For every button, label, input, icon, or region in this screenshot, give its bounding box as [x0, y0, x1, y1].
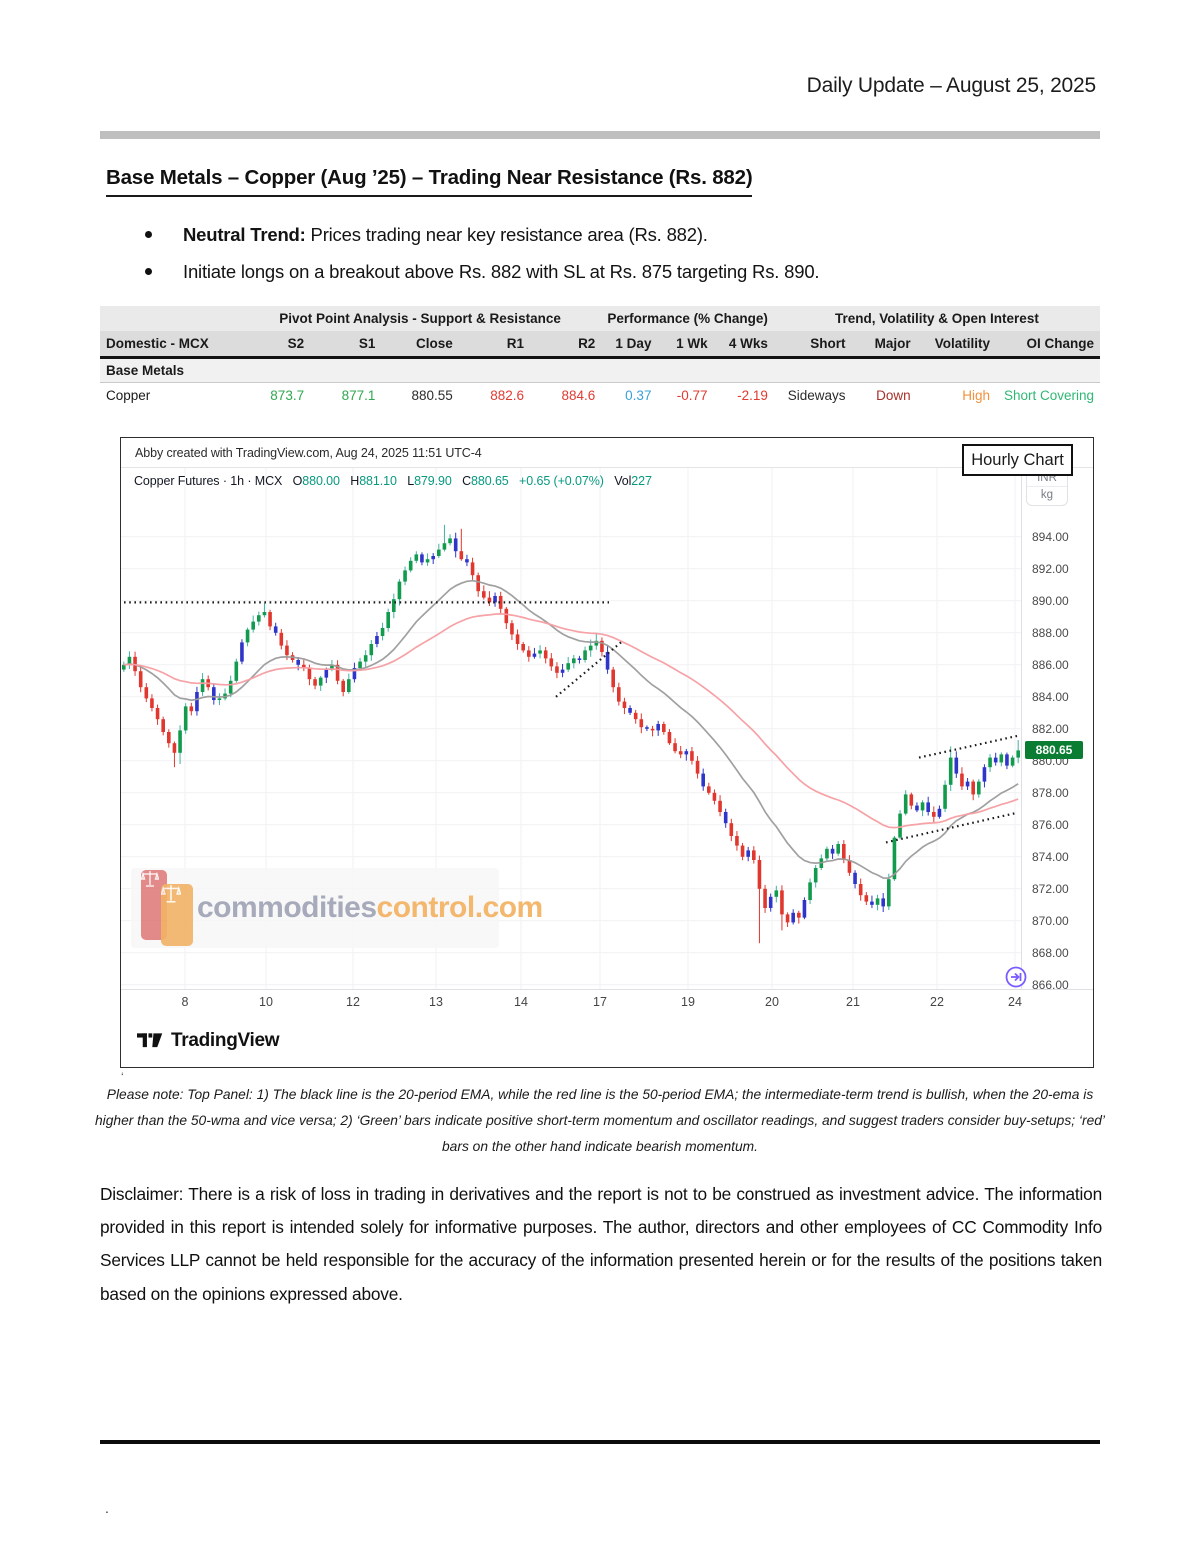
report-date: Daily Update – August 25, 2025: [806, 74, 1097, 97]
col-short: Short: [773, 331, 852, 357]
price-tick-label: 876.00: [1032, 817, 1069, 832]
price-tick-label: 888.00: [1032, 625, 1069, 640]
time-tick-label: 20: [765, 995, 779, 1009]
chart-toolbar-text: Abby created with TradingView.com, Aug 2…: [121, 438, 1093, 468]
time-tick-label: 14: [514, 995, 528, 1009]
bottom-rule: [100, 1440, 1100, 1444]
bullet-icon: [145, 268, 152, 275]
unit-weight: kg: [1040, 489, 1054, 501]
price-tick-label: 882.00: [1032, 721, 1069, 736]
legend-symbol: Copper Futures · 1h · MCX: [134, 474, 283, 488]
tradingview-logo: TradingView: [137, 1029, 280, 1052]
time-tick-label: 19: [681, 995, 695, 1009]
cell-s1: 877.1: [310, 382, 382, 409]
bullet-trade-idea: Initiate longs on a breakout above Rs. 8…: [145, 261, 1045, 283]
cell-oi-change: Short Covering: [996, 382, 1100, 409]
chart-plot[interactable]: Copper Futures · 1h · MCX O880.00 H881.1…: [121, 468, 1027, 989]
cell-major-trend: Down: [851, 382, 917, 409]
table-section-row: Base Metals: [100, 357, 1100, 383]
table-column-header-row: Domestic - MCX S2 S1 Close R1 R2 1 Day 1…: [100, 331, 1100, 357]
price-tick-label: 886.00: [1032, 657, 1069, 672]
time-tick-label: 13: [429, 995, 443, 1009]
top-divider: [100, 131, 1100, 139]
col-volatility: Volatility: [916, 331, 997, 357]
cell-1day: 0.37: [601, 382, 658, 409]
arrow-right-circle-icon: [1005, 966, 1027, 988]
col-r1: R1: [458, 331, 531, 357]
time-tick-label: 12: [346, 995, 360, 1009]
cell-r1: 882.6: [458, 382, 531, 409]
cell-close: 880.55: [381, 382, 459, 409]
time-tick-label: 10: [259, 995, 273, 1009]
price-tick-label: 892.00: [1032, 561, 1069, 576]
goto-latest-button[interactable]: [1004, 965, 1028, 989]
cell-commodity: Copper: [100, 382, 239, 409]
col-major: Major: [851, 331, 917, 357]
watermark-text: commoditiescontrol.com: [197, 891, 543, 924]
price-tick-label: 874.00: [1032, 849, 1069, 864]
col-1wk: 1 Wk: [657, 331, 714, 357]
price-tick-label: 868.00: [1032, 945, 1069, 960]
group-header-trend: Trend, Volatility & Open Interest: [773, 306, 1100, 331]
cell-1wk: -0.77: [657, 382, 714, 409]
hourly-chart-label: Hourly Chart: [962, 444, 1073, 476]
col-name: Domestic - MCX: [100, 331, 239, 357]
col-close: Close: [381, 331, 459, 357]
cell-r2: 884.6: [530, 382, 602, 409]
time-tick-label: 24: [1008, 995, 1022, 1009]
table-group-header-row: Pivot Point Analysis - Support & Resista…: [100, 306, 1100, 331]
price-tick-label: 878.00: [1032, 785, 1069, 800]
bullet-neutral-trend: Neutral Trend: Prices trading near key r…: [145, 224, 1045, 246]
bullet-icon: [145, 231, 152, 238]
group-header-performance: Performance (% Change): [601, 306, 774, 331]
ohlc-legend: Copper Futures · 1h · MCX O880.00 H881.1…: [134, 474, 652, 488]
cell-s2: 873.7: [238, 382, 311, 409]
table-row: Copper 873.7 877.1 880.55 882.6 884.6 0.…: [100, 382, 1100, 409]
commoditiescontrol-logo-icon: [131, 868, 197, 948]
time-tick-label: 8: [181, 995, 189, 1009]
summary-bullets: Neutral Trend: Prices trading near key r…: [145, 224, 1045, 298]
tradingview-logo-icon: [137, 1032, 163, 1047]
time-tick-label: 17: [593, 995, 607, 1009]
note-text: Please note: Top Panel: 1) The black lin…: [95, 1087, 1105, 1155]
watermark: commoditiescontrol.com: [131, 868, 543, 948]
time-axis[interactable]: 8 10 12 13 14 17 19 20 21 22 24: [121, 989, 1093, 1015]
pivot-table: Pivot Point Analysis - Support & Resista…: [100, 306, 1100, 409]
col-oi-change: OI Change: [996, 331, 1100, 357]
price-tick-label: 884.00: [1032, 689, 1069, 704]
col-s1: S1: [310, 331, 382, 357]
time-tick-label: 22: [930, 995, 944, 1009]
price-tick-label: 870.00: [1032, 913, 1069, 928]
cell-4wks: -2.19: [713, 382, 774, 409]
col-1day: 1 Day: [601, 331, 658, 357]
scales-icon: [141, 871, 159, 887]
stray-mark: ‘: [121, 1070, 124, 1084]
last-price-badge: 880.65: [1025, 741, 1083, 760]
disclaimer-text: Disclaimer: There is a risk of loss in t…: [100, 1184, 1102, 1304]
price-axis[interactable]: INR kg 894.00 892.00 890.00 888.00 886.00 884…: [1021, 468, 1092, 992]
scales-icon: [161, 885, 181, 903]
price-tick-label: 872.00: [1032, 881, 1069, 896]
col-s2: S2: [238, 331, 311, 357]
time-tick-label: 21: [846, 995, 860, 1009]
tradingview-logo-text: TradingView: [171, 1029, 280, 1051]
footer-dot: .: [105, 1500, 109, 1516]
cell-volatility: High: [916, 382, 997, 409]
group-header-pivot: Pivot Point Analysis - Support & Resista…: [238, 306, 602, 331]
section-title: Base Metals – Copper (Aug ’25) – Trading…: [106, 166, 753, 197]
price-tick-label: 894.00: [1032, 529, 1069, 544]
price-tick-label: 866.00: [1032, 977, 1069, 992]
col-r2: R2: [530, 331, 602, 357]
chart-container: Abby created with TradingView.com, Aug 2…: [120, 437, 1094, 1068]
cell-short-trend: Sideways: [773, 382, 852, 409]
price-tick-label: 890.00: [1032, 593, 1069, 608]
col-4wks: 4 Wks: [713, 331, 774, 357]
